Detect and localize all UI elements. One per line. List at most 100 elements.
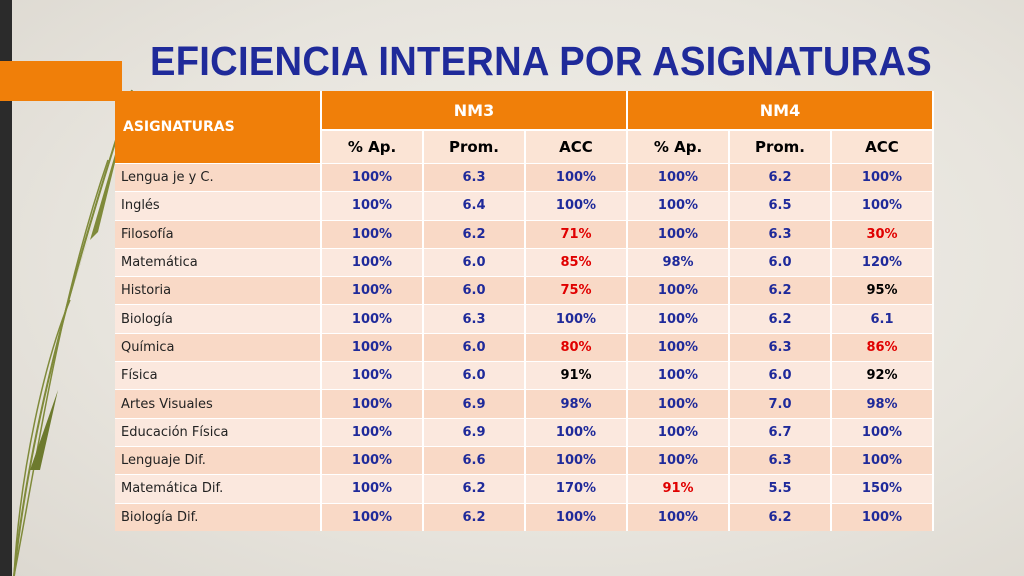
cell-nm3-approval: 100% (322, 304, 424, 333)
cell-nm4-acc: 150% (832, 474, 934, 503)
subheader-nm4-average: Prom. (730, 129, 832, 163)
cell-nm3-acc: 91% (526, 361, 628, 390)
subject-cell: Educación Física (115, 417, 322, 446)
cell-nm3-approval: 100% (322, 332, 424, 362)
cell-nm4-average: 6.2 (730, 502, 832, 531)
subject-cell: Matemática Dif. (115, 474, 322, 503)
group-header-nm4: NM4 (628, 91, 934, 129)
cell-nm3-average: 6.0 (424, 247, 526, 277)
orange-accent-bar (0, 61, 122, 101)
cell-nm3-average: 6.2 (424, 502, 526, 531)
subject-cell: Física (115, 361, 322, 390)
cell-nm3-acc: 170% (526, 474, 628, 503)
subject-cell: Lengua je y C. (115, 163, 322, 192)
cell-nm4-acc: 98% (832, 389, 934, 418)
cell-nm3-acc: 80% (526, 332, 628, 362)
subheader-nm4-approval: % Ap. (628, 129, 730, 163)
cell-nm3-acc: 71% (526, 219, 628, 248)
cell-nm4-acc: 86% (832, 332, 934, 362)
cell-nm3-acc: 100% (526, 417, 628, 446)
cell-nm4-average: 6.2 (730, 276, 832, 305)
cell-nm3-approval: 100% (322, 163, 424, 192)
table-row: Historia 100% 6.0 75% 100% 6.2 95% (115, 276, 934, 305)
cell-nm3-approval: 100% (322, 417, 424, 446)
cell-nm4-approval: 100% (628, 361, 730, 390)
table-row: Química 100% 6.0 80% 100% 6.3 86% (115, 332, 934, 362)
cell-nm4-acc: 6.1 (832, 304, 934, 333)
cell-nm3-acc: 100% (526, 445, 628, 475)
cell-nm3-approval: 100% (322, 502, 424, 531)
cell-nm3-average: 6.3 (424, 163, 526, 192)
page-title: EFICIENCIA INTERNA POR ASIGNATURAS (150, 38, 932, 84)
cell-nm4-approval: 100% (628, 417, 730, 446)
cell-nm4-acc: 100% (832, 163, 934, 192)
cell-nm3-approval: 100% (322, 191, 424, 220)
cell-nm3-approval: 100% (322, 276, 424, 305)
cell-nm4-acc: 100% (832, 191, 934, 220)
subject-cell: Artes Visuales (115, 389, 322, 418)
subheader-nm3-acc: ACC (526, 129, 628, 163)
cell-nm3-acc: 85% (526, 247, 628, 277)
cell-nm4-average: 6.2 (730, 304, 832, 333)
subject-cell: Matemática (115, 247, 322, 277)
subject-cell: Química (115, 332, 322, 362)
table-row: Lenguaje Dif. 100% 6.6 100% 100% 6.3 100% (115, 445, 934, 475)
cell-nm4-average: 6.3 (730, 445, 832, 475)
table-row: Lengua je y C. 100% 6.3 100% 100% 6.2 100% (115, 163, 934, 192)
subject-cell: Filosofía (115, 219, 322, 248)
cell-nm3-average: 6.0 (424, 361, 526, 390)
cell-nm4-average: 6.0 (730, 247, 832, 277)
cell-nm4-acc: 100% (832, 417, 934, 446)
cell-nm3-acc: 100% (526, 502, 628, 531)
cell-nm3-average: 6.0 (424, 332, 526, 362)
cell-nm4-approval: 100% (628, 276, 730, 305)
cell-nm4-approval: 100% (628, 332, 730, 362)
subject-cell: Inglés (115, 191, 322, 220)
cell-nm4-acc: 30% (832, 219, 934, 248)
cell-nm4-acc: 120% (832, 247, 934, 277)
cell-nm3-average: 6.0 (424, 276, 526, 305)
cell-nm4-approval: 100% (628, 304, 730, 333)
subjects-column-header: ASIGNATURAS (115, 91, 322, 163)
subheader-nm4-acc: ACC (832, 129, 934, 163)
cell-nm4-approval: 98% (628, 247, 730, 277)
table-row: Matemática Dif. 100% 6.2 170% 91% 5.5 150% (115, 474, 934, 503)
table-row: Matemática 100% 6.0 85% 98% 6.0 120% (115, 247, 934, 277)
subject-cell: Biología (115, 304, 322, 333)
group-header-nm3: NM3 (322, 91, 628, 129)
cell-nm3-average: 6.9 (424, 389, 526, 418)
cell-nm4-average: 6.5 (730, 191, 832, 220)
subheader-nm3-approval: % Ap. (322, 129, 424, 163)
subheader-nm3-average: Prom. (424, 129, 526, 163)
cell-nm4-approval: 100% (628, 191, 730, 220)
cell-nm4-approval: 91% (628, 474, 730, 503)
cell-nm3-average: 6.9 (424, 417, 526, 446)
cell-nm4-average: 7.0 (730, 389, 832, 418)
table-row: Filosofía 100% 6.2 71% 100% 6.3 30% (115, 219, 934, 248)
cell-nm3-acc: 75% (526, 276, 628, 305)
cell-nm4-average: 6.7 (730, 417, 832, 446)
cell-nm3-average: 6.4 (424, 191, 526, 220)
cell-nm3-acc: 100% (526, 163, 628, 192)
cell-nm4-approval: 100% (628, 219, 730, 248)
cell-nm3-approval: 100% (322, 445, 424, 475)
cell-nm4-average: 6.0 (730, 361, 832, 390)
cell-nm3-average: 6.3 (424, 304, 526, 333)
table-row: Física 100% 6.0 91% 100% 6.0 92% (115, 361, 934, 390)
table-row: Biología 100% 6.3 100% 100% 6.2 6.1 (115, 304, 934, 333)
cell-nm3-average: 6.6 (424, 445, 526, 475)
cell-nm3-approval: 100% (322, 474, 424, 503)
cell-nm4-acc: 100% (832, 502, 934, 531)
cell-nm4-approval: 100% (628, 389, 730, 418)
subject-cell: Lenguaje Dif. (115, 445, 322, 475)
efficiency-table: ASIGNATURAS NM3 NM4 % Ap. Prom. ACC % Ap… (115, 91, 934, 531)
cell-nm3-acc: 98% (526, 389, 628, 418)
cell-nm4-approval: 100% (628, 445, 730, 475)
cell-nm3-average: 6.2 (424, 474, 526, 503)
cell-nm3-approval: 100% (322, 361, 424, 390)
cell-nm4-average: 5.5 (730, 474, 832, 503)
cell-nm4-approval: 100% (628, 502, 730, 531)
cell-nm4-average: 6.3 (730, 332, 832, 362)
cell-nm3-acc: 100% (526, 191, 628, 220)
subject-cell: Historia (115, 276, 322, 305)
